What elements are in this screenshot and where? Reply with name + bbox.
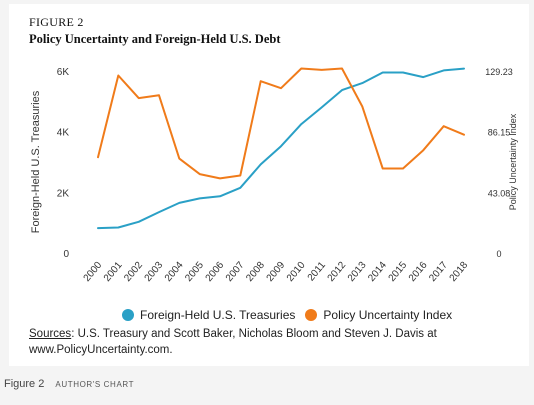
series-line-treasuries — [97, 67, 465, 230]
x-tick-label-2013: 2013 — [346, 260, 369, 284]
sources-text: : U.S. Treasury and Scott Baker, Nichola… — [29, 328, 437, 356]
legend-label-uncertainty: Policy Uncertainty Index — [323, 308, 453, 322]
caption-label: Figure 2 — [4, 378, 45, 390]
y-tick-right-1: 43.08 — [488, 188, 511, 198]
x-tick-label-2006: 2006 — [204, 260, 227, 284]
x-tick-label-2004: 2004 — [163, 260, 186, 284]
y-tick-right-0: 0 — [496, 249, 501, 259]
x-tick-label-2017: 2017 — [427, 260, 450, 284]
y-tick-right-2: 86.15 — [488, 128, 511, 138]
x-tick-label-2000: 2000 — [82, 260, 105, 284]
figure-card: FIGURE 2 Policy Uncertainty and Foreign-… — [9, 4, 529, 366]
x-tick-label-2014: 2014 — [366, 260, 389, 284]
y-axis-label-left: Foreign-Held U.S. Treasuries — [30, 90, 42, 233]
x-tick-label-2012: 2012 — [326, 260, 349, 284]
legend-item-treasuries: Foreign-Held U.S. Treasuries — [122, 308, 295, 322]
legend-label-treasuries: Foreign-Held U.S. Treasuries — [140, 308, 296, 322]
x-tick-label-2005: 2005 — [183, 260, 206, 284]
x-tick-label-2002: 2002 — [122, 260, 145, 284]
x-tick-label-2018: 2018 — [448, 260, 471, 284]
legend-swatch-uncertainty — [305, 309, 318, 321]
legend-swatch-treasuries — [122, 309, 134, 321]
x-tick-label-2016: 2016 — [407, 260, 430, 284]
y-tick-right-3: 129.23 — [485, 67, 513, 77]
x-tick-label-2010: 2010 — [285, 260, 308, 284]
x-tick-label-2008: 2008 — [244, 260, 267, 284]
series-line-uncertainty — [97, 67, 465, 180]
figure-caption: Figure 2 AUTHOR'S CHART — [4, 378, 134, 390]
x-tick-label-2009: 2009 — [265, 260, 288, 284]
x-tick-label-2015: 2015 — [387, 260, 410, 284]
x-tick-label-2003: 2003 — [143, 260, 166, 284]
x-tick-label-2011: 2011 — [306, 260, 329, 284]
y-tick-left-1: 2K — [57, 188, 70, 199]
y-tick-left-2: 4K — [57, 128, 70, 139]
chart-legend: Foreign-Held U.S. Treasuries Policy Unce… — [122, 308, 462, 322]
legend-item-uncertainty: Policy Uncertainty Index — [305, 308, 452, 322]
figure-label: FIGURE 2 — [29, 15, 84, 29]
y-tick-left-3: 6K — [57, 67, 70, 78]
figure-title: Policy Uncertainty and Foreign-Held U.S.… — [29, 32, 281, 46]
x-tick-label-2007: 2007 — [224, 260, 247, 284]
line-chart: 0 2K 4K 6K 0 43.08 86.15 129.23 Foreign-Held U.S… — [30, 67, 518, 284]
sources-note: Sources: U.S. Treasury and Scott Baker, … — [29, 326, 509, 358]
x-tick-label-2001: 2001 — [102, 260, 125, 284]
sources-label: Sources — [29, 328, 72, 340]
y-axis-label-right: Policy Uncertainty Index — [508, 113, 518, 210]
caption-credit: AUTHOR'S CHART — [55, 380, 135, 389]
y-tick-left-0: 0 — [63, 249, 69, 260]
